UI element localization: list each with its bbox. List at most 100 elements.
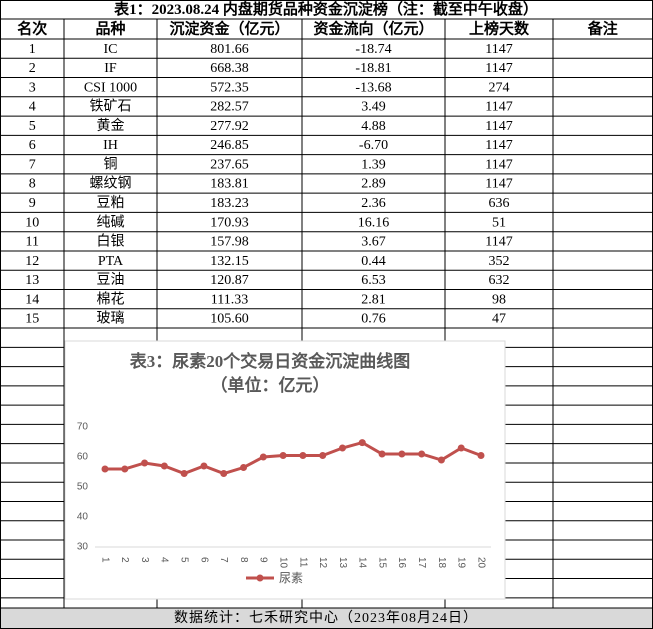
- x-tick-label: 5: [179, 557, 190, 563]
- point: [338, 444, 346, 452]
- x-tick-label: 4: [159, 557, 170, 563]
- x-tick-label: 11: [297, 557, 308, 568]
- cell: IH: [103, 138, 118, 153]
- cell: 5: [29, 119, 36, 134]
- point: [160, 462, 168, 470]
- cell: 1147: [485, 100, 512, 115]
- cell: 16.16: [358, 215, 390, 230]
- cell: -18.74: [355, 42, 391, 57]
- footer-bg: [0, 608, 653, 629]
- point: [220, 470, 228, 477]
- cell: 豆油: [97, 272, 125, 288]
- y-tick-label: 50: [77, 482, 89, 493]
- cell: 801.66: [210, 42, 249, 57]
- x-tick-label: 3: [139, 557, 150, 563]
- cell: 98: [492, 292, 506, 307]
- point: [358, 439, 366, 447]
- x-tick-label: 18: [436, 557, 447, 569]
- cell: 1147: [485, 42, 512, 57]
- point: [200, 462, 208, 470]
- chart-subtitle: （单位：亿元）: [211, 375, 330, 395]
- cell: 51: [492, 215, 506, 230]
- x-tick-label: 9: [258, 557, 269, 563]
- cell: 1.39: [361, 157, 386, 172]
- point: [437, 456, 445, 464]
- cell: -6.70: [359, 138, 388, 153]
- x-tick-label: 15: [376, 557, 387, 569]
- cell: 4: [29, 100, 36, 115]
- cell: 4.88: [361, 119, 386, 134]
- cell: 2: [29, 61, 36, 76]
- cell: 3: [29, 80, 36, 95]
- cell: 1147: [485, 235, 512, 250]
- x-tick-label: 1: [99, 557, 110, 563]
- x-tick-label: 2: [119, 557, 130, 563]
- cell: 11: [26, 235, 39, 250]
- cell: 0.76: [361, 312, 386, 327]
- cell: 1147: [485, 177, 512, 192]
- cell: 6: [29, 138, 36, 153]
- point: [418, 450, 426, 458]
- point: [299, 452, 307, 459]
- x-tick-label: 19: [456, 557, 467, 569]
- point: [141, 459, 149, 467]
- cell: 183.81: [210, 177, 249, 192]
- cell: 274: [489, 80, 510, 95]
- cell: 白银: [97, 234, 125, 250]
- cell: 12: [25, 254, 39, 269]
- cell: 632: [489, 273, 510, 288]
- cell: 668.38: [210, 61, 249, 76]
- cell: 15: [25, 312, 39, 327]
- cell: 572.35: [210, 80, 249, 95]
- x-tick-label: 13: [337, 557, 348, 569]
- chart-area: [64, 340, 506, 600]
- y-tick-label: 70: [77, 422, 89, 433]
- cell: 47: [492, 312, 506, 327]
- x-tick-label: 17: [416, 557, 427, 569]
- cell: 铁矿石: [90, 99, 132, 115]
- cell: CSI 1000: [84, 80, 137, 95]
- cell: 1147: [485, 138, 512, 153]
- cell: 157.98: [210, 235, 249, 250]
- cell: 1147: [485, 61, 512, 76]
- chart-title: 表3：尿素20个交易日资金沉淀曲线图: [130, 351, 411, 371]
- cell: 13: [25, 273, 39, 288]
- cell: 黄金: [97, 117, 125, 134]
- cell: 105.60: [210, 312, 249, 327]
- point: [259, 453, 267, 461]
- point: [121, 465, 129, 473]
- header-cell: 品种: [95, 19, 125, 37]
- cell: 636: [489, 196, 510, 211]
- y-tick-label: 30: [77, 542, 89, 553]
- cell: 170.93: [210, 215, 249, 230]
- cell: 豆粕: [97, 195, 125, 211]
- cell: 7: [29, 157, 36, 172]
- cell: -18.81: [355, 61, 391, 76]
- cell: -13.68: [355, 80, 391, 95]
- point: [398, 450, 406, 458]
- cell: 棉花: [97, 290, 125, 307]
- point: [101, 465, 109, 473]
- cell: 277.92: [210, 119, 249, 134]
- header-cell: 上榜天数: [469, 19, 530, 37]
- x-tick-label: 10: [277, 557, 288, 569]
- legend-label: 尿素: [279, 571, 303, 585]
- header-cell: 沉淀资金（亿元）: [169, 19, 289, 37]
- cell: PTA: [98, 254, 124, 269]
- cell: 120.87: [210, 273, 249, 288]
- header-cell: 资金流向（亿元）: [313, 19, 433, 37]
- cell: 1147: [485, 157, 512, 172]
- cell: 6.53: [361, 273, 386, 288]
- point: [319, 452, 327, 459]
- cell: 0.44: [361, 254, 386, 269]
- header-cell: 备注: [587, 19, 618, 37]
- cell: 纯碱: [97, 214, 125, 230]
- cell: 玻璃: [97, 310, 125, 327]
- cell: 9: [29, 196, 36, 211]
- cell: 2.81: [361, 292, 386, 307]
- cell: 111.33: [211, 292, 248, 307]
- x-tick-label: 6: [198, 557, 209, 563]
- legend-marker: [256, 574, 264, 582]
- cell: 282.57: [210, 100, 249, 115]
